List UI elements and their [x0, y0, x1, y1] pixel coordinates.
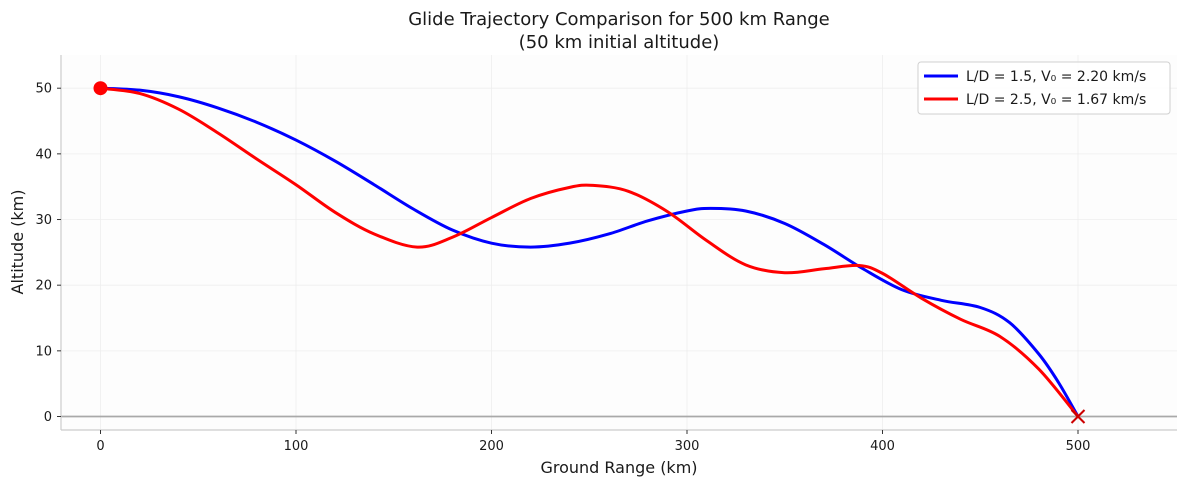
x-tick-label: 300 [675, 439, 700, 454]
chart-title-line-2: (50 km initial altitude) [519, 32, 720, 53]
y-tick-label: 0 [44, 410, 52, 425]
x-axis-ticks: 0 100 200 300 400 500 [96, 430, 1090, 454]
y-tick-label: 30 [35, 213, 52, 228]
legend-frame [917, 61, 1171, 115]
series-line-1 [99, 86, 1080, 418]
y-tick-label: 20 [35, 279, 52, 294]
y-tick-label: 50 [35, 82, 52, 97]
chart-title-line-1: Glide Trajectory Comparison for 500 km R… [408, 9, 830, 30]
x-tick-label: 200 [479, 439, 504, 454]
y-axis-ticks: 0 10 20 30 40 50 [35, 82, 61, 425]
x-tick-label: 100 [284, 439, 309, 454]
legend-label-1: L/D = 1.5, V₀ = 2.20 km/s [966, 69, 1146, 85]
series-lines [99, 86, 1080, 418]
x-tick-label: 0 [96, 439, 104, 454]
y-tick-label: 40 [35, 147, 52, 162]
x-tick-label: 400 [870, 439, 895, 454]
y-tick-label: 10 [35, 344, 52, 359]
x-tick-label: 500 [1066, 439, 1091, 454]
legend: L/D = 1.5, V₀ = 2.20 km/s L/D = 2.5, V₀ =… [917, 61, 1171, 115]
trajectory-markers [93, 81, 1086, 424]
legend-entries: L/D = 1.5, V₀ = 2.20 km/s L/D = 2.5, V₀ =… [924, 69, 1146, 108]
x-axis-label: Ground Range (km) [540, 458, 697, 477]
y-axis-label: Altitude (km) [8, 190, 27, 295]
axis-spines [60, 55, 1177, 431]
series-line-2 [99, 86, 1080, 418]
legend-label-2: L/D = 2.5, V₀ = 1.67 km/s [966, 92, 1146, 108]
start-point-marker [93, 81, 108, 96]
end-point-marker-stroke-b [1070, 409, 1086, 424]
